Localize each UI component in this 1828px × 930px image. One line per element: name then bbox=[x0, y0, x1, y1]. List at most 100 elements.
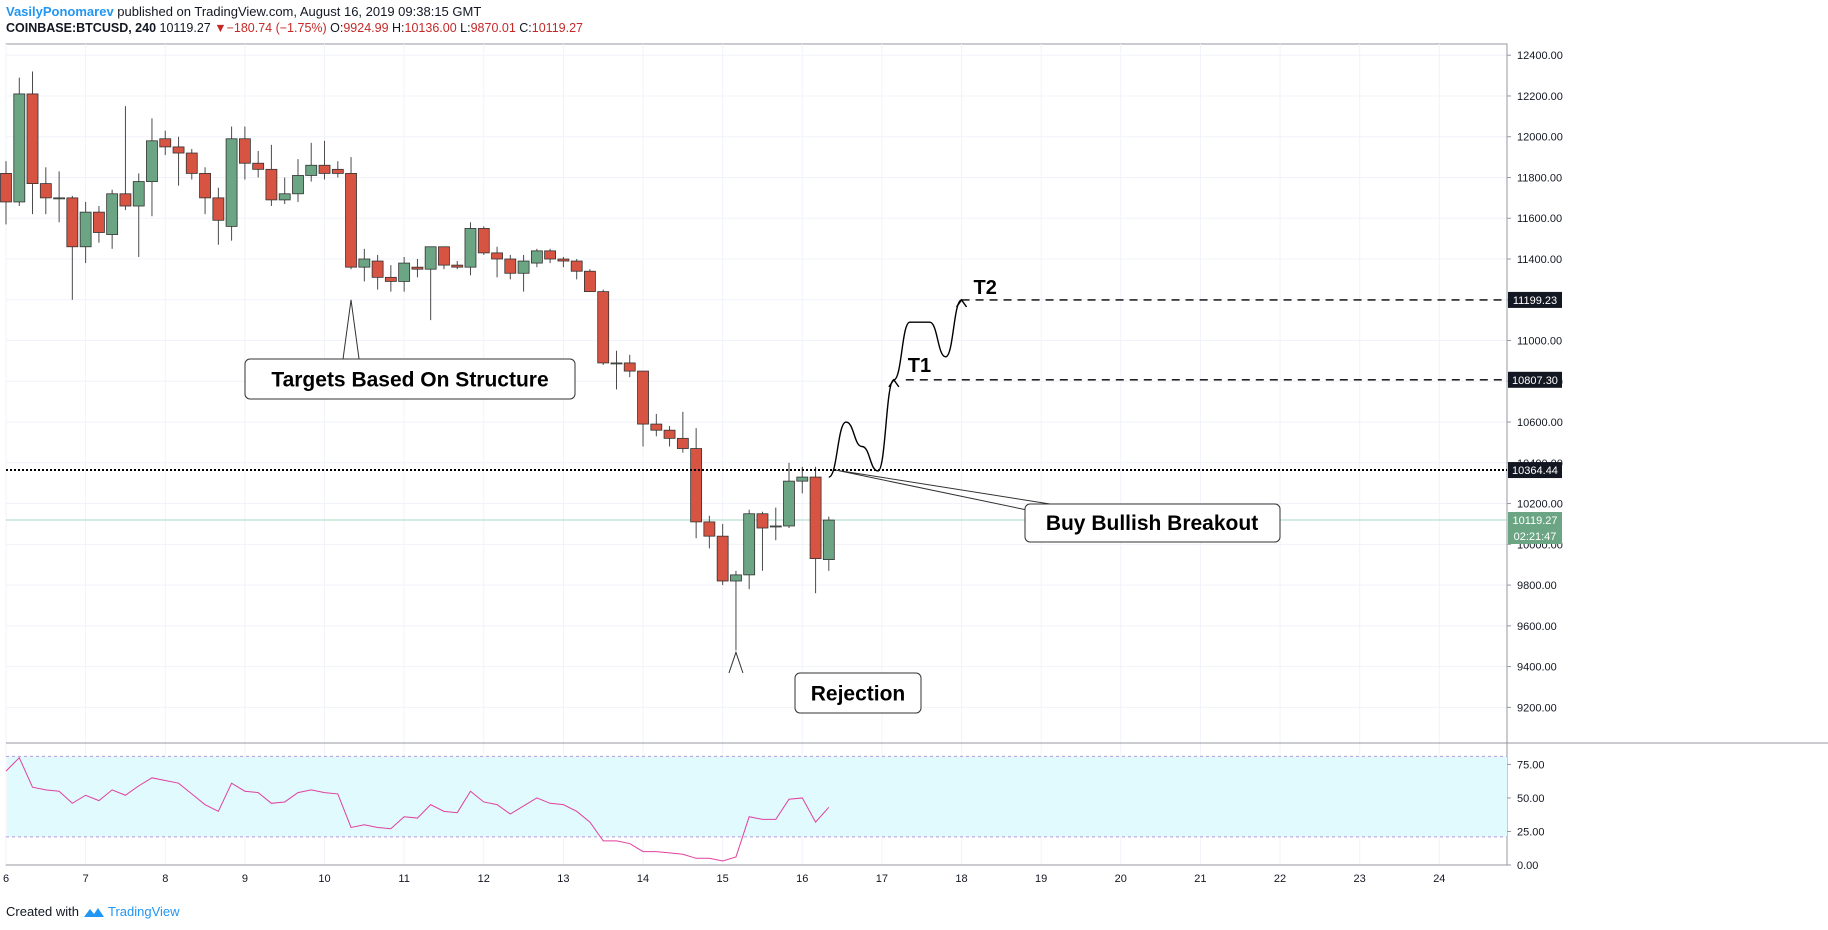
rsi-tick-label: 50.00 bbox=[1517, 793, 1545, 805]
candle-down bbox=[66, 195, 79, 300]
annotation-rejection-text: Rejection bbox=[811, 683, 906, 706]
candle-up bbox=[53, 171, 66, 223]
candle-body bbox=[477, 228, 490, 254]
published-text: published on TradingView.com, August 16,… bbox=[113, 4, 482, 19]
candle-body bbox=[278, 193, 291, 201]
candle-down bbox=[504, 254, 517, 280]
candle-body bbox=[411, 266, 424, 270]
ohlc-legend: COINBASE:BTCUSD, 240 10119.27 ▼−180.74 (… bbox=[6, 21, 583, 35]
candle-up bbox=[106, 189, 119, 249]
time-tick-label: 20 bbox=[1115, 873, 1127, 885]
candle-up bbox=[292, 159, 304, 202]
time-tick-label: 18 bbox=[955, 873, 967, 885]
candle-down bbox=[491, 246, 503, 278]
candle-body bbox=[610, 362, 623, 365]
rsi-band bbox=[7, 756, 1507, 837]
candle-body bbox=[0, 173, 12, 203]
candle-down bbox=[384, 265, 397, 292]
tradingview-link[interactable]: TradingView bbox=[83, 904, 180, 919]
price-tick-label: 12000.00 bbox=[1517, 132, 1563, 144]
candle-body bbox=[159, 138, 172, 148]
annotation-breakout-box bbox=[1024, 503, 1281, 543]
level-label-bg bbox=[1508, 371, 1562, 388]
candle-up bbox=[743, 509, 756, 590]
current-price-label: 10119.27 bbox=[1512, 515, 1557, 527]
candle-down bbox=[119, 106, 132, 211]
time-tick-label: 7 bbox=[83, 873, 89, 885]
candle-body bbox=[26, 93, 39, 184]
price-tick-label: 11000.00 bbox=[1517, 336, 1562, 348]
candle-down bbox=[39, 167, 52, 215]
candle-down bbox=[265, 144, 278, 207]
candle-up bbox=[424, 246, 437, 321]
created-with-label: Created with bbox=[6, 904, 79, 919]
price-tick-label: 9800.00 bbox=[1517, 580, 1557, 592]
brand-label: TradingView bbox=[107, 904, 180, 919]
candle-down bbox=[212, 187, 225, 245]
price-tick-label: 10200.00 bbox=[1517, 499, 1563, 511]
candle-up bbox=[132, 173, 145, 257]
plot-frame bbox=[5, 43, 1508, 866]
current-price-label-bg bbox=[1508, 512, 1562, 545]
candle-down bbox=[637, 370, 649, 447]
candle-down bbox=[331, 161, 344, 178]
open-value: 9924.99 bbox=[343, 21, 389, 35]
annotation-breakout: Buy Bullish Breakout bbox=[835, 469, 1281, 543]
candle-body bbox=[703, 521, 716, 537]
candle-down bbox=[663, 426, 676, 447]
candle-down bbox=[451, 261, 464, 270]
close-value: 10119.27 bbox=[531, 21, 583, 35]
candle-down bbox=[93, 206, 105, 243]
candle-body bbox=[79, 211, 92, 248]
time-tick-label: 12 bbox=[478, 873, 490, 885]
rsi-tick-label: 75.00 bbox=[1517, 759, 1545, 771]
candle-up bbox=[278, 177, 291, 204]
annotation-targets: Targets Based On Structure bbox=[244, 299, 576, 400]
candle-body bbox=[544, 250, 557, 260]
annotation-targets-text: Targets Based On Structure bbox=[271, 369, 548, 392]
arrowhead-icon bbox=[955, 298, 968, 308]
time-tick-label: 14 bbox=[637, 873, 649, 885]
candle-up bbox=[796, 466, 809, 494]
time-tick-label: 6 bbox=[3, 873, 9, 885]
candle-body bbox=[783, 480, 795, 527]
candle-body bbox=[185, 152, 198, 174]
candle-body bbox=[93, 211, 105, 233]
candle-down bbox=[544, 248, 557, 264]
candle-body bbox=[371, 260, 384, 278]
candle-body bbox=[743, 513, 756, 576]
candle-down bbox=[371, 254, 384, 290]
time-tick-label: 23 bbox=[1354, 873, 1366, 885]
annotation-breakout-text: Buy Bullish Breakout bbox=[1046, 512, 1258, 535]
candle-down bbox=[185, 148, 198, 180]
candle-body bbox=[464, 228, 477, 268]
publish-header: VasilyPonomarev published on TradingView… bbox=[6, 4, 481, 19]
time-tick-label: 16 bbox=[796, 873, 808, 885]
price-tick-label: 12400.00 bbox=[1517, 50, 1563, 62]
candle-down bbox=[690, 428, 703, 539]
candle-body bbox=[305, 164, 318, 176]
time-tick-label: 8 bbox=[162, 873, 168, 885]
candle-body bbox=[438, 246, 450, 266]
rsi-line bbox=[5, 756, 830, 862]
high-label: H: bbox=[392, 21, 405, 35]
candle-down bbox=[584, 269, 596, 293]
candle-down bbox=[172, 136, 185, 186]
candle-body bbox=[345, 173, 357, 268]
price-chart[interactable]: 9200.009400.009600.009800.0010000.001020… bbox=[0, 0, 1828, 900]
price-tick-label: 9400.00 bbox=[1517, 662, 1557, 674]
change-value: −180.74 (−1.75%) bbox=[226, 21, 327, 35]
author-link[interactable]: VasilyPonomarev bbox=[6, 4, 114, 19]
time-tick-label: 19 bbox=[1035, 873, 1047, 885]
candle-down bbox=[0, 161, 12, 225]
candle-body bbox=[252, 162, 265, 170]
candle-body bbox=[663, 429, 676, 439]
candle-body bbox=[172, 146, 185, 154]
candle-down bbox=[438, 246, 450, 270]
candle-body bbox=[584, 270, 596, 293]
time-tick-label: 22 bbox=[1274, 873, 1286, 885]
candle-down bbox=[411, 259, 424, 278]
candle-body bbox=[39, 183, 52, 199]
candle-down bbox=[650, 413, 663, 437]
time-tick-label: 15 bbox=[717, 873, 729, 885]
